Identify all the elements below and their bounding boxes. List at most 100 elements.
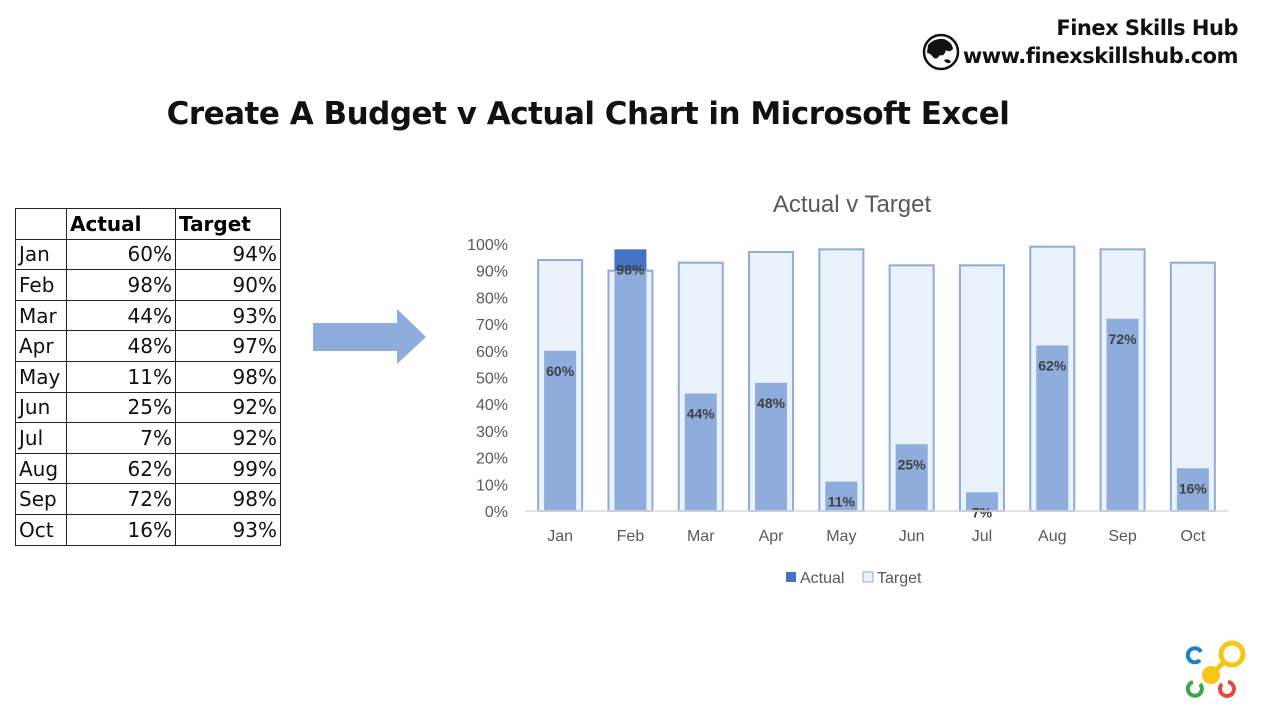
y-tick-label: 10% [476, 477, 508, 494]
x-tick-label: Jun [899, 528, 925, 545]
legend-target-label: Target [877, 570, 922, 587]
actual-cell: 98% [66, 269, 176, 301]
data-label: 48% [757, 395, 786, 411]
y-tick-label: 0% [485, 504, 508, 521]
actual-v-target-chart: Actual v Target 0% 10% 20% 30% 40% 50% 60% 70% 80… [467, 191, 1228, 587]
data-table: Actual Target Jan 60% 94% Feb 98% 90% Mar 44% 93%… [15, 208, 281, 546]
x-tick-label: Jul [972, 528, 992, 545]
y-tick-label: 40% [476, 397, 508, 414]
y-tick-label: 30% [476, 424, 508, 441]
month-cell: Jul [15, 422, 67, 454]
table-row: Jul 7% 92% [15, 422, 281, 454]
brand-url[interactable]: www.finexskillshub.com [962, 44, 1239, 68]
target-bar [818, 248, 865, 512]
header-blank [15, 208, 67, 240]
x-tick-label: Feb [617, 528, 645, 545]
actual-bar [684, 393, 717, 511]
data-label: 25% [898, 456, 927, 472]
y-tick-label: 60% [476, 344, 508, 361]
y-tick-label: 80% [476, 290, 508, 307]
legend-target-swatch [862, 571, 874, 583]
actual-cell: 7% [66, 422, 176, 454]
header-target: Target [175, 208, 281, 240]
table-header: Actual Target [15, 208, 281, 240]
y-tick-label: 90% [476, 264, 508, 281]
target-cell: 97% [175, 330, 281, 362]
target-cell: 94% [175, 238, 281, 271]
x-tick-label: Jan [547, 528, 573, 545]
actual-bar [1036, 345, 1069, 511]
x-tick-label: Sep [1108, 528, 1137, 545]
actual-bar [614, 270, 647, 511]
page-title: Create A Budget v Actual Chart in Micros… [166, 96, 1010, 132]
data-label: 72% [1109, 331, 1138, 347]
table-row: Apr 48% 97% [15, 330, 281, 362]
table-row: Jan 60% 94% [15, 238, 281, 271]
month-cell: Aug [15, 452, 67, 485]
target-cell: 98% [175, 483, 281, 515]
finex-logo-icon [1185, 640, 1246, 698]
data-label: 11% [828, 494, 856, 510]
table-row: Mar 44% 93% [15, 299, 281, 332]
actual-cell: 72% [66, 483, 176, 515]
actual-bar [1176, 468, 1209, 511]
actual-cell: 44% [66, 299, 176, 332]
actual-cell: 11% [66, 360, 176, 393]
data-label: 60% [546, 363, 575, 379]
month-cell: Sep [15, 483, 67, 515]
x-tick-label: Oct [1180, 528, 1205, 545]
month-cell: Feb [15, 269, 67, 301]
month-cell: Oct [15, 513, 67, 546]
globe-icon [922, 33, 960, 71]
data-label: 98% [616, 261, 645, 277]
actual-bar [755, 382, 788, 511]
target-cell: 93% [175, 299, 281, 332]
actual-over-target-bar [614, 249, 647, 271]
target-cell: 98% [175, 360, 281, 393]
actual-cell: 62% [66, 452, 176, 485]
actual-cell: 48% [66, 330, 176, 362]
table-row: Aug 62% 99% [15, 452, 281, 485]
target-cell: 92% [175, 422, 281, 454]
x-tick-label: Mar [687, 528, 715, 545]
data-label: 62% [1038, 357, 1067, 373]
target-cell: 92% [175, 391, 281, 424]
actual-cell: 25% [66, 391, 176, 424]
table-row: Sep 72% 98% [15, 483, 281, 515]
table-row: May 11% 98% [15, 360, 281, 393]
actual-bar [1106, 318, 1139, 511]
month-cell: Apr [15, 330, 67, 362]
target-cell: 93% [175, 513, 281, 546]
actual-cell: 16% [66, 513, 176, 546]
brand-name: Finex Skills Hub [1056, 16, 1238, 40]
legend-actual-label: Actual [800, 570, 844, 587]
legend-actual-swatch [786, 572, 796, 582]
data-label: 16% [1179, 480, 1208, 496]
target-cell: 90% [175, 269, 281, 301]
table-row: Jun 25% 92% [15, 391, 281, 424]
target-bar [958, 264, 1005, 512]
arrow-right-icon [313, 309, 426, 364]
actual-bar [965, 492, 998, 511]
x-tick-label: May [826, 528, 856, 545]
brand-block: Finex Skills Hub www.finexskillshub.com [962, 14, 1239, 70]
actual-cell: 60% [66, 238, 176, 271]
actual-bar [544, 350, 577, 511]
month-cell: Mar [15, 299, 67, 332]
y-tick-label: 100% [467, 237, 508, 254]
y-tick-label: 20% [476, 451, 508, 468]
month-cell: Jan [15, 238, 67, 271]
x-tick-label: Apr [759, 528, 785, 545]
header-actual: Actual [66, 208, 176, 240]
table-row: Oct 16% 93% [15, 513, 281, 546]
actual-bar [895, 444, 928, 511]
y-tick-label: 70% [476, 317, 508, 334]
table-row: Feb 98% 90% [15, 269, 281, 301]
actual-bar [825, 481, 858, 511]
y-tick-label: 50% [476, 371, 508, 388]
data-label: 44% [687, 406, 716, 422]
chart-title: Actual v Target [773, 191, 932, 218]
month-cell: Jun [15, 391, 67, 424]
x-tick-label: Aug [1038, 528, 1066, 545]
data-label: 7% [972, 504, 993, 520]
